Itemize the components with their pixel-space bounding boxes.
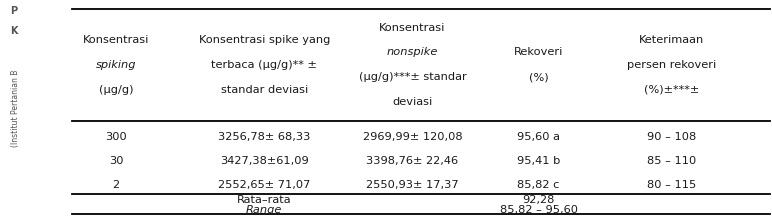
Text: 95,60 a: 95,60 a [517,132,560,142]
Text: 2969,99± 120,08: 2969,99± 120,08 [363,132,462,142]
Text: Range: Range [246,205,283,214]
Text: 2552,65± 71,07: 2552,65± 71,07 [218,180,310,190]
Text: 92,28: 92,28 [523,195,555,205]
Text: 95,41 b: 95,41 b [517,156,560,166]
Text: Rekoveri: Rekoveri [514,47,564,57]
Text: (Institut Pertanian B: (Institut Pertanian B [11,69,20,147]
Text: 85,82 – 95,60: 85,82 – 95,60 [499,205,577,214]
Text: deviasi: deviasi [392,97,432,107]
Text: nonspike: nonspike [387,47,438,57]
Text: 2550,93± 17,37: 2550,93± 17,37 [366,180,459,190]
Text: 3398,76± 22,46: 3398,76± 22,46 [367,156,459,166]
Text: (%)±***±: (%)±***± [645,85,699,95]
Text: Konsentrasi: Konsentrasi [83,35,149,45]
Text: persen rekoveri: persen rekoveri [628,60,716,70]
Text: 85 – 110: 85 – 110 [648,156,696,166]
Text: 85,82 c: 85,82 c [517,180,560,190]
Text: 3427,38±61,09: 3427,38±61,09 [220,156,309,166]
Text: Konsentrasi: Konsentrasi [379,22,445,33]
Text: 3256,78± 68,33: 3256,78± 68,33 [218,132,310,142]
Text: (μg/g)***± standar: (μg/g)***± standar [359,72,466,82]
Text: 300: 300 [105,132,127,142]
Text: Keterimaan: Keterimaan [639,35,705,45]
Text: 90 – 108: 90 – 108 [648,132,696,142]
Text: (%): (%) [529,72,548,82]
Text: (μg/g): (μg/g) [99,85,134,95]
Text: K: K [10,26,18,36]
Text: 2: 2 [113,180,120,190]
Text: Rata–rata: Rata–rata [237,195,292,205]
Text: standar deviasi: standar deviasi [221,85,308,95]
Text: 30: 30 [109,156,124,166]
Text: spiking: spiking [96,60,137,70]
Text: Konsentrasi spike yang: Konsentrasi spike yang [198,35,330,45]
Text: 80 – 115: 80 – 115 [648,180,696,190]
Text: P: P [10,6,18,16]
Text: terbaca (μg/g)** ±: terbaca (μg/g)** ± [212,60,317,70]
